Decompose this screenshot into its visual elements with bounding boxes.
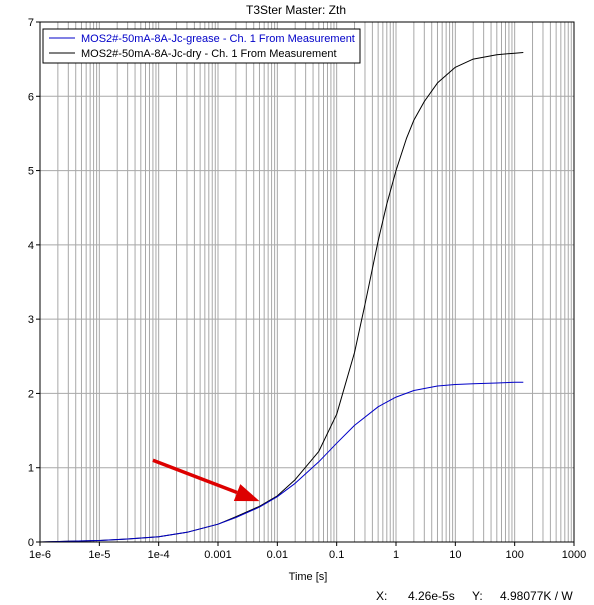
series-line-0 <box>39 381 524 543</box>
x-tick-label: 10 <box>449 549 461 561</box>
cursor-y-label: Y: <box>472 589 483 603</box>
x-tick-label: 0.1 <box>329 549 344 561</box>
y-tick-label: 2 <box>28 388 34 400</box>
x-tick-label: 1e-6 <box>29 549 51 561</box>
legend: MOS2#-50mA-8A-Jc-grease - Ch. 1 From Mea… <box>42 28 361 64</box>
y-tick-label: 4 <box>28 240 34 252</box>
x-tick-label: 100 <box>505 549 523 561</box>
tick-labels: 1e-6 1e-5 1e-4 0.001 0.01 0.1 1 10 100 1000 0 1 2 3 4 5… <box>28 17 586 561</box>
series-lines <box>39 52 524 543</box>
legend-box <box>42 28 361 64</box>
x-axis-label: Time [s] <box>289 571 328 583</box>
annotation-arrow-shaft <box>152 458 238 495</box>
cursor-x-value: 4.26e-5s <box>408 589 455 603</box>
legend-entry-label: MOS2#-50mA-8A-Jc-grease - Ch. 1 From Mea… <box>81 33 355 45</box>
x-tick-label: 1e-5 <box>88 549 110 561</box>
x-tick-label: 1e-4 <box>148 549 170 561</box>
x-tick-label: 1000 <box>562 549 586 561</box>
plot-area[interactable] <box>40 22 574 542</box>
zth-chart: T3Ster Master: Zth 1e-6 1e-5 1e-4 0.001 0.01… <box>28 3 586 583</box>
y-tick-label: 3 <box>28 314 34 326</box>
chart-title: T3Ster Master: Zth <box>246 3 346 17</box>
plot-frame <box>39 21 575 543</box>
cursor-y-value: 4.98077K / W <box>500 589 573 603</box>
grid-lines <box>40 22 574 542</box>
cursor-x-label: X: <box>376 589 388 603</box>
x-tick-label: 0.001 <box>204 549 232 561</box>
y-tick-label: 5 <box>28 166 34 178</box>
x-tick-label: 0.01 <box>267 549 288 561</box>
y-tick-label: 7 <box>28 17 34 29</box>
y-tick-label: 0 <box>28 537 34 549</box>
y-tick-label: 6 <box>28 91 34 103</box>
annotation-arrow-head <box>233 484 260 502</box>
legend-entry-label: MOS2#-50mA-8A-Jc-dry - Ch. 1 From Measur… <box>81 48 337 60</box>
y-tick-label: 1 <box>28 463 34 475</box>
cursor-readout: X: 4.26e-5s Y: 4.98077K / W <box>0 586 594 605</box>
annotation-layer <box>152 458 260 502</box>
x-tick-label: 1 <box>393 549 399 561</box>
